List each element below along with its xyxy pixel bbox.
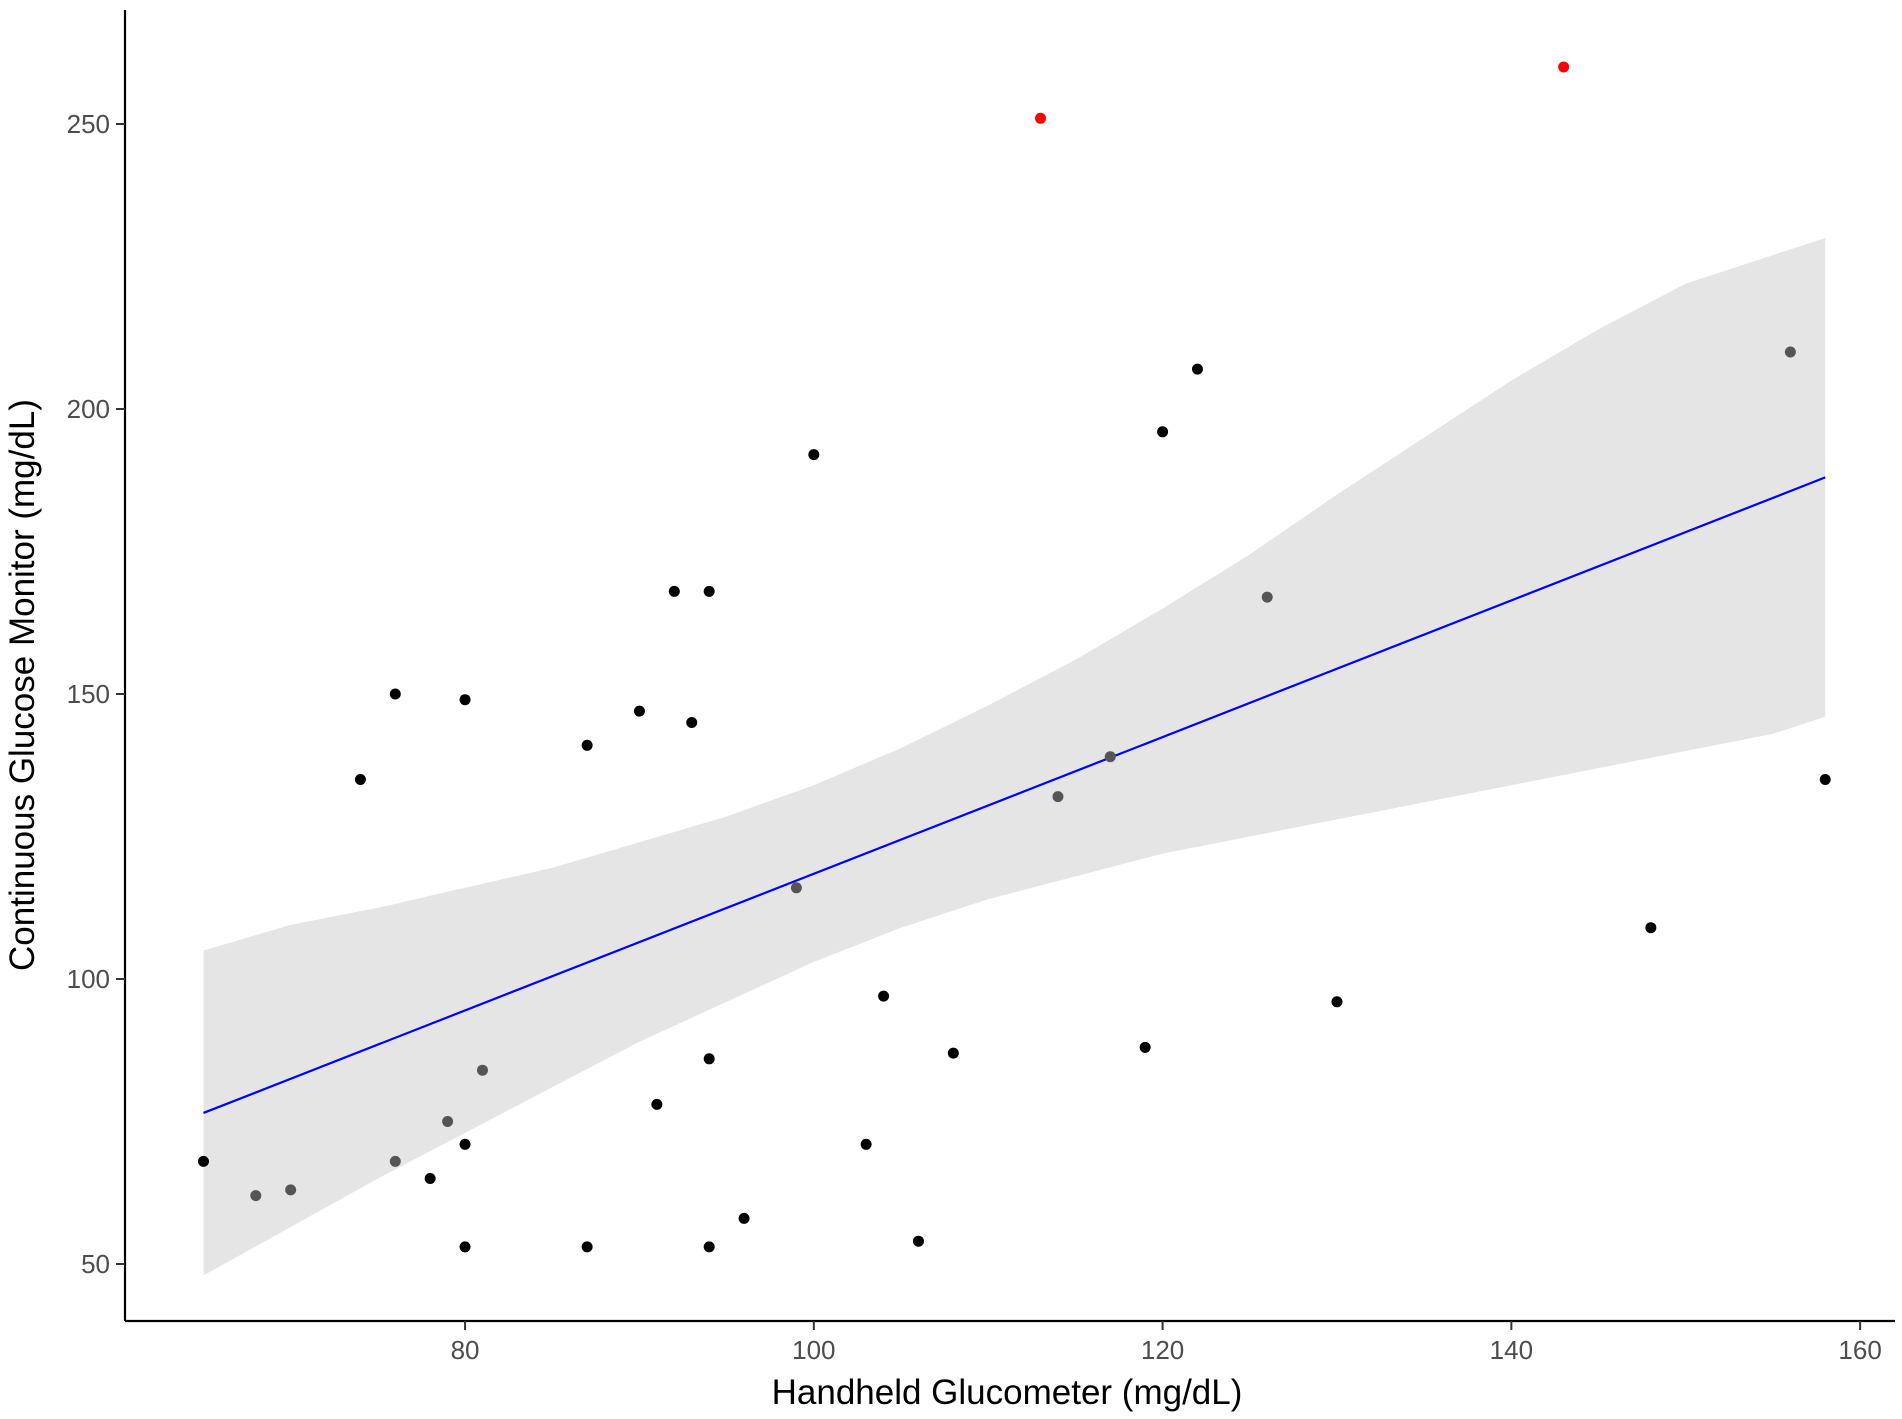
data-point — [1784, 346, 1796, 358]
x-tick-label: 100 — [792, 1335, 835, 1365]
data-point — [389, 688, 401, 700]
data-point — [581, 1241, 593, 1253]
axes-layer: 80 100 120 140 160 50 100 150 200 250 — [67, 10, 1895, 1365]
regression-line — [203, 476, 1826, 1114]
x-tick-label: 140 — [1490, 1335, 1533, 1365]
data-point — [1052, 791, 1064, 803]
data-point — [581, 739, 593, 751]
y-axis-title: Continuous Glucose Monitor (mg/dL) — [3, 399, 42, 971]
data-point — [459, 694, 471, 706]
confidence-band-layer — [203, 238, 1826, 1276]
data-point — [354, 774, 366, 785]
data-point — [389, 1155, 401, 1167]
data-point — [1139, 1041, 1151, 1053]
confidence-band — [203, 238, 1826, 1276]
data-point — [1104, 751, 1116, 763]
data-point — [912, 1235, 924, 1247]
data-point — [1331, 996, 1343, 1008]
y-tick-label: 50 — [81, 1249, 110, 1279]
y-tick-label: 200 — [67, 394, 110, 424]
outlier-point — [1558, 61, 1570, 73]
data-point — [703, 1053, 715, 1065]
points-layer — [197, 61, 1831, 1253]
y-tick-label: 250 — [67, 109, 110, 139]
data-point — [738, 1212, 750, 1224]
data-point — [947, 1047, 959, 1059]
data-point — [790, 882, 802, 894]
data-point — [686, 717, 698, 728]
x-tick-label: 80 — [451, 1335, 480, 1365]
x-axis-title: Handheld Glucometer (mg/dL) — [772, 1373, 1243, 1412]
y-tick-label: 100 — [67, 964, 110, 994]
data-point — [442, 1116, 454, 1127]
data-point — [197, 1155, 209, 1167]
data-point — [459, 1138, 471, 1150]
outlier-point — [1035, 112, 1047, 124]
data-point — [424, 1173, 436, 1184]
data-point — [459, 1241, 471, 1253]
data-point — [633, 705, 645, 717]
x-tick-label: 120 — [1141, 1335, 1184, 1365]
fit-line-layer — [203, 476, 1826, 1114]
data-point — [1191, 363, 1203, 375]
data-point — [703, 1241, 715, 1253]
data-point — [703, 585, 715, 597]
data-point — [1819, 774, 1831, 785]
x-tick-label: 160 — [1838, 1335, 1881, 1365]
data-point — [1157, 426, 1169, 438]
data-point — [860, 1138, 872, 1150]
y-tick-label: 150 — [67, 679, 110, 709]
data-point — [1261, 591, 1273, 603]
data-point — [878, 990, 890, 1002]
data-point — [285, 1184, 297, 1196]
data-point — [1645, 922, 1657, 934]
data-point — [668, 585, 680, 597]
data-point — [476, 1064, 488, 1076]
data-point — [651, 1098, 663, 1110]
data-point — [808, 449, 820, 461]
data-point — [250, 1190, 262, 1202]
